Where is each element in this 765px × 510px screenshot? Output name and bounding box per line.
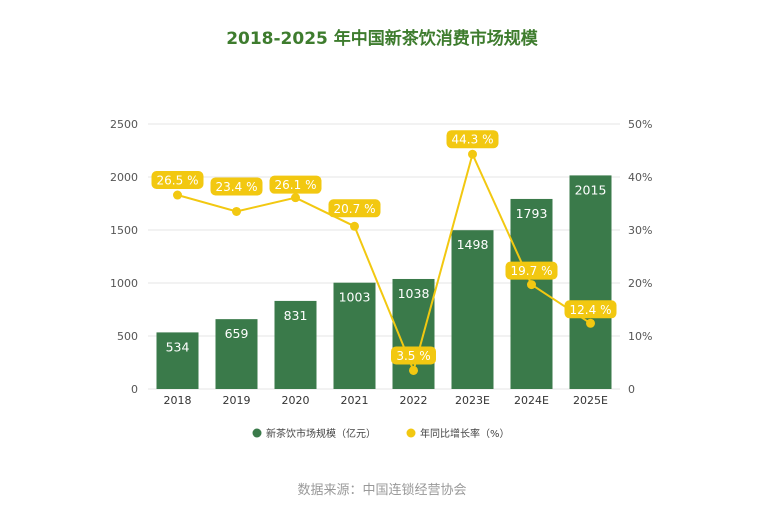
growth-label-badge [391, 346, 436, 365]
bar [274, 300, 317, 389]
growth-label-badge [210, 177, 263, 196]
growth-label-badge [446, 130, 499, 149]
growth-label: 44.3 % [452, 133, 494, 147]
growth-label: 20.7 % [334, 202, 376, 216]
y-right-tick-label: 20% [628, 277, 652, 290]
y-left-tick-label: 2000 [110, 171, 138, 184]
growth-label-badge [564, 300, 617, 319]
bar [451, 230, 494, 389]
x-tick-label: 2022 [400, 394, 428, 407]
bar-value-label: 534 [166, 339, 190, 354]
y-right-tick-label: 40% [628, 171, 652, 184]
y-left-tick-label: 1000 [110, 277, 138, 290]
x-tick-label: 2018 [164, 394, 192, 407]
growth-label-badge [269, 175, 322, 194]
bar [156, 332, 199, 389]
growth-point [468, 149, 477, 159]
growth-point [291, 193, 300, 203]
bar-value-label: 831 [284, 308, 308, 323]
growth-label: 3.5 % [396, 349, 430, 363]
x-tick-label: 2021 [341, 394, 369, 407]
data-source: 数据来源：中国连锁经营协会 [297, 482, 466, 498]
y-left-tick-label: 1500 [110, 224, 138, 237]
x-tick-label: 2025E [573, 394, 608, 407]
legend-bar-marker [252, 428, 262, 438]
y-right-tick-label: 30% [628, 224, 652, 237]
growth-point [409, 365, 418, 375]
bar [215, 319, 258, 389]
legend-bar-label: 新茶饮市场规模（亿元） [266, 427, 376, 440]
bar-value-label: 1038 [398, 286, 430, 301]
bar [569, 175, 612, 389]
growth-label-badge [505, 261, 558, 280]
x-tick-label: 2020 [282, 394, 310, 407]
growth-label: 26.5 % [157, 174, 199, 188]
bar-value-label: 1793 [516, 206, 548, 221]
y-left-tick-label: 0 [131, 383, 138, 396]
x-tick-label: 2024E [514, 394, 549, 407]
legend-line-marker [406, 428, 416, 438]
growth-label: 26.1 % [275, 178, 317, 192]
x-tick-label: 2019 [223, 394, 251, 407]
bar-value-label: 1003 [339, 290, 371, 305]
growth-label-badge [328, 199, 381, 218]
growth-point [173, 190, 182, 200]
growth-point [350, 221, 359, 231]
chart-title: 2018-2025 年中国新茶饮消费市场规模 [226, 28, 539, 49]
bar-value-label: 2015 [575, 182, 607, 197]
bar-value-label: 659 [225, 326, 249, 341]
y-left-tick-label: 500 [117, 330, 138, 343]
bar [333, 282, 376, 389]
growth-label: 23.4 % [216, 180, 258, 194]
y-left-tick-label: 2500 [110, 118, 138, 131]
bar-value-label: 1498 [457, 237, 489, 252]
x-tick-label: 2023E [455, 394, 490, 407]
growth-label: 19.7 % [511, 264, 553, 278]
growth-point [527, 280, 536, 290]
legend-line-label: 年同比增长率（%） [420, 427, 510, 440]
growth-label: 12.4 % [570, 303, 612, 317]
y-right-tick-label: 50% [628, 118, 652, 131]
y-right-tick-label: 0 [628, 383, 635, 396]
growth-point [586, 318, 595, 328]
y-right-tick-label: 10% [628, 330, 652, 343]
growth-point [232, 206, 241, 216]
growth-label-badge [151, 171, 204, 190]
